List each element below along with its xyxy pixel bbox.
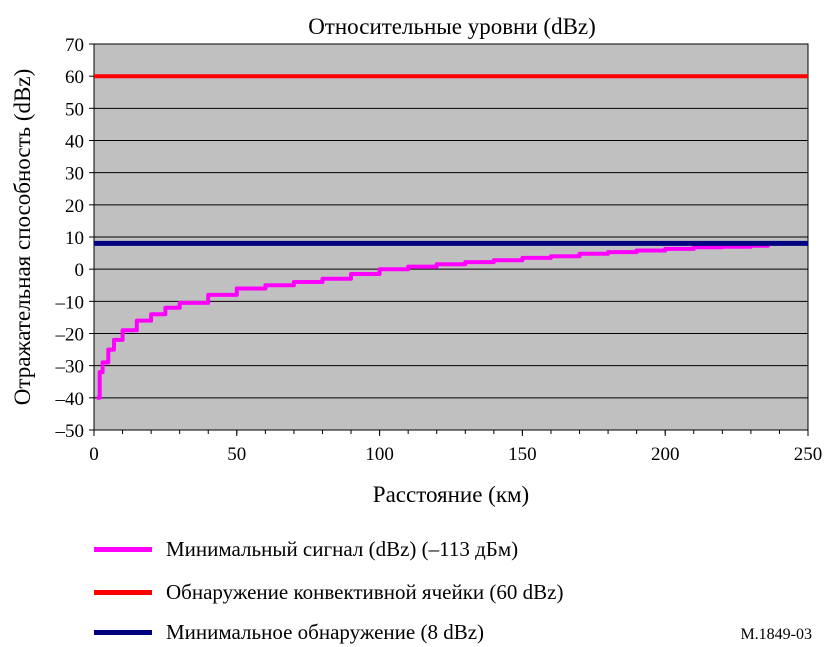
series-group [94, 74, 808, 400]
legend-label-min-signal: Минимальный сигнал (dBz) (–113 дБм) [166, 536, 519, 561]
y-tick-label: 70 [65, 35, 84, 56]
legend-item-min-detection: Минимальное обнаружение (8 dBz) [94, 617, 484, 647]
legend-swatch-min-detection [94, 629, 152, 635]
x-axis-label: Расстояние (км) [373, 482, 529, 507]
x-tick-label: 200 [651, 444, 680, 465]
y-tick-label: –10 [55, 292, 85, 313]
series-line-min-signal [96, 243, 770, 400]
y-axis-label: Отражательная способность (dBz) [10, 69, 35, 405]
chart-title: Относительные уровни (dBz) [308, 14, 596, 39]
grid [94, 75, 808, 399]
x-tick-label: 150 [508, 444, 537, 465]
y-tick-label: –50 [55, 421, 85, 442]
legend-swatch-min-signal [94, 546, 152, 552]
y-tick-label: –40 [55, 389, 85, 410]
x-tick-label: 50 [227, 444, 246, 465]
legend-swatch-convective [94, 589, 152, 595]
y-tick-label: 10 [65, 228, 84, 249]
y-tick-label: 0 [75, 260, 85, 281]
y-tick-label: 60 [65, 67, 84, 88]
y-tick-label: 50 [65, 99, 84, 120]
legend-item-convective: Обнаружение конвективной ячейки (60 dBz) [94, 577, 563, 607]
y-tick-label: 30 [65, 164, 84, 185]
y-tick-label: 40 [65, 132, 84, 153]
y-tick-label: –30 [55, 357, 85, 378]
x-tick-label: 100 [365, 444, 394, 465]
x-tick-label: 0 [89, 444, 99, 465]
y-tick-label: –20 [55, 325, 85, 346]
legend-item-min-signal: Минимальный сигнал (dBz) (–113 дБм) [94, 534, 518, 564]
legend-label-min-detection: Минимальное обнаружение (8 dBz) [166, 619, 485, 644]
y-tick-label: 20 [65, 196, 84, 217]
x-tick-label: 250 [794, 444, 823, 465]
legend-label-convective: Обнаружение конвективной ячейки (60 dBz) [166, 579, 564, 604]
figure-id: M.1849-03 [740, 626, 812, 643]
